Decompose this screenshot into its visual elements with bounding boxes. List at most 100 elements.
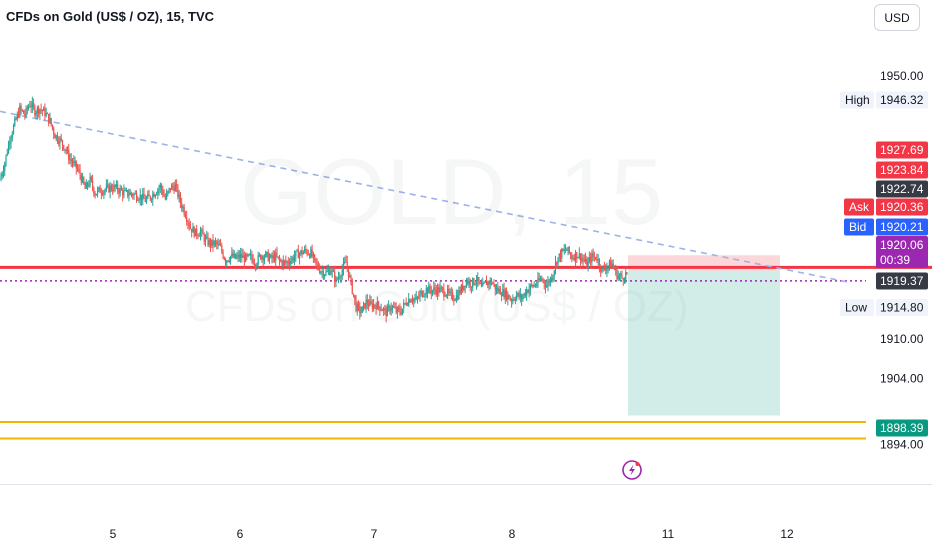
candle-body — [189, 226, 192, 229]
candle-body — [298, 253, 301, 259]
candle-body — [213, 241, 215, 246]
candle-body — [398, 307, 400, 309]
candle-body — [45, 113, 47, 116]
candle-body — [593, 256, 595, 258]
candle-body — [103, 191, 105, 195]
candle-body — [86, 182, 89, 186]
candle-body — [467, 280, 469, 284]
candle-body — [608, 260, 611, 266]
trendline[interactable] — [0, 110, 851, 284]
candle-body — [454, 300, 456, 302]
session-high-value: 1946.32 — [880, 93, 924, 107]
candle-body — [440, 287, 442, 289]
candle-body — [206, 236, 208, 238]
price-badge-ask-bg — [876, 198, 928, 216]
candle-body — [367, 304, 370, 307]
candle-body — [120, 188, 123, 191]
horizontal-levels[interactable] — [0, 265, 932, 440]
candle-body — [222, 251, 224, 258]
candle-body — [507, 294, 509, 300]
candle-body — [572, 257, 574, 259]
candle-body — [588, 257, 590, 261]
candle-body — [384, 308, 386, 310]
candle-body — [288, 263, 291, 265]
candle-body — [420, 291, 422, 294]
candle-body — [118, 190, 120, 194]
candle-body — [122, 190, 124, 196]
candle-body — [271, 254, 273, 259]
candle-body — [94, 193, 96, 196]
candle-body — [163, 194, 165, 197]
short-position-tool[interactable] — [628, 255, 780, 416]
candle-body — [458, 290, 460, 299]
candle-body — [538, 277, 540, 281]
candle-body — [625, 272, 627, 280]
price-badge-dark-bg — [876, 180, 928, 198]
candle-body — [217, 243, 219, 245]
candle-body — [46, 113, 49, 115]
candle-body — [380, 309, 382, 311]
candle-body — [561, 248, 563, 259]
candle-body — [547, 281, 549, 286]
candle-body — [65, 149, 67, 152]
candle-body — [430, 290, 432, 294]
lightning-icon[interactable] — [622, 460, 642, 480]
candle-body — [24, 113, 26, 116]
candle-body — [508, 294, 510, 300]
chart-title[interactable]: CFDs on Gold (US$ / OZ), 15, TVC — [6, 9, 215, 24]
candle-body — [494, 284, 496, 290]
candlesticks — [0, 96, 628, 323]
candle-body — [268, 257, 271, 262]
candle-body — [478, 277, 480, 283]
candle-body — [499, 288, 501, 295]
candle-body — [322, 271, 325, 277]
candle-body — [448, 289, 450, 293]
price-axis[interactable]: 1950.00 1910.00 1904.00 1894.00 — [880, 69, 924, 452]
candle-body — [149, 196, 151, 200]
candle-body — [76, 168, 79, 170]
candle-body — [229, 256, 232, 261]
candle-body — [616, 268, 618, 279]
descending-trendline[interactable] — [0, 110, 851, 284]
candle-body — [423, 295, 425, 297]
candle-body — [444, 295, 446, 297]
candle-body — [167, 191, 169, 194]
candle-body — [242, 255, 244, 258]
position-target-zone[interactable] — [628, 270, 780, 416]
candle-body — [208, 240, 210, 245]
candle-body — [309, 254, 311, 258]
candle-body — [160, 184, 163, 190]
price-badge-dark-value: 1919.37 — [880, 274, 924, 288]
candle-body — [199, 231, 202, 236]
candle-body — [112, 189, 114, 191]
y-tick-label: 1910.00 — [880, 332, 924, 346]
candle-body — [150, 199, 153, 201]
candle-body — [610, 260, 612, 268]
candle-body — [352, 293, 355, 296]
candle-body — [238, 254, 240, 258]
candle-body — [386, 306, 388, 317]
candle-body — [324, 274, 326, 277]
candle-body — [438, 287, 440, 293]
candle-body — [383, 308, 385, 311]
currency-button[interactable]: USD — [874, 4, 920, 31]
candle-body — [14, 118, 16, 126]
candle-body — [108, 184, 110, 193]
time-axis[interactable]: 5 6 7 8 11 12 — [110, 527, 794, 541]
candle-body — [140, 194, 143, 201]
candle-body — [287, 261, 289, 264]
candle-body — [518, 292, 520, 298]
candle-body — [245, 254, 247, 262]
candle-body — [172, 185, 174, 188]
candle-body — [159, 184, 161, 189]
candle-body — [551, 277, 553, 281]
candle-body — [286, 261, 288, 263]
candle-body — [153, 193, 155, 197]
candle-body — [127, 190, 129, 196]
candle-body — [16, 113, 18, 120]
y-tick-label: 1950.00 — [880, 69, 924, 83]
candle-body — [260, 254, 262, 259]
candle-body — [132, 194, 134, 197]
candle-body — [98, 187, 100, 190]
